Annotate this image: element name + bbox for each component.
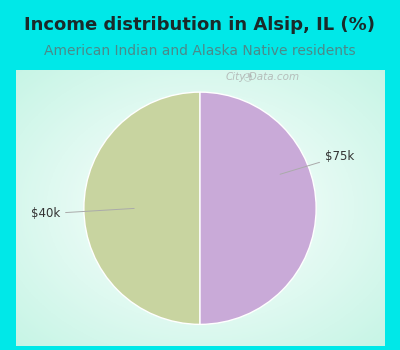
Text: Income distribution in Alsip, IL (%): Income distribution in Alsip, IL (%) — [24, 16, 376, 34]
Wedge shape — [200, 92, 316, 324]
Text: $40k: $40k — [31, 207, 134, 220]
Text: $75k: $75k — [280, 150, 354, 174]
Text: ◔: ◔ — [243, 71, 252, 81]
Wedge shape — [84, 92, 200, 324]
Text: City-Data.com: City-Data.com — [226, 72, 300, 82]
Text: American Indian and Alaska Native residents: American Indian and Alaska Native reside… — [44, 44, 356, 58]
